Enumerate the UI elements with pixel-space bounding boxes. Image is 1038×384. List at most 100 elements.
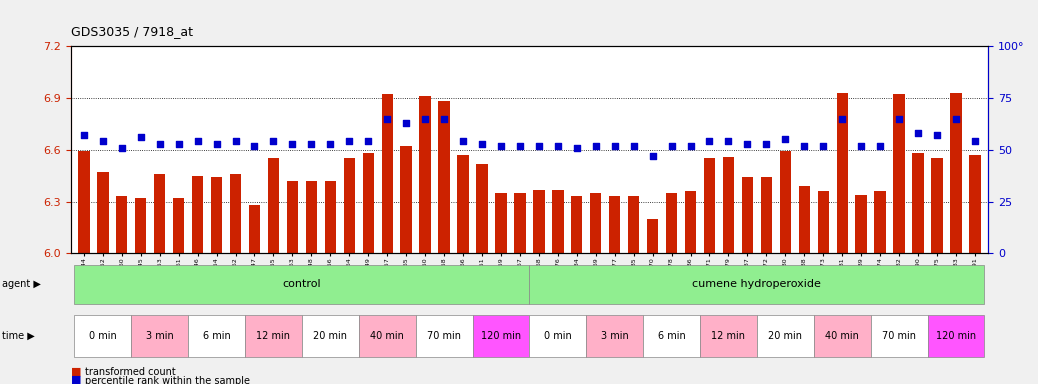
Bar — [609, 197, 621, 253]
Text: 12 min: 12 min — [256, 331, 291, 341]
Point — [645, 153, 661, 159]
Bar — [495, 193, 507, 253]
Point — [209, 141, 225, 147]
Bar — [666, 193, 677, 253]
Bar — [644, 315, 700, 357]
Point — [625, 142, 641, 149]
Text: 0 min: 0 min — [89, 331, 116, 341]
Point — [872, 142, 889, 149]
Bar — [685, 191, 696, 253]
Point — [796, 142, 813, 149]
Point — [891, 116, 907, 122]
Point — [758, 141, 774, 147]
Text: 40 min: 40 min — [371, 331, 404, 341]
Bar — [761, 177, 772, 253]
Bar — [742, 177, 754, 253]
Point — [379, 116, 395, 122]
Bar — [75, 265, 529, 303]
Bar — [211, 177, 222, 253]
Text: cumene hydroperoxide: cumene hydroperoxide — [692, 279, 821, 289]
Bar — [476, 164, 488, 253]
Bar — [305, 181, 317, 253]
Bar — [818, 191, 829, 253]
Bar — [268, 159, 279, 253]
Point — [682, 142, 699, 149]
Point — [133, 134, 149, 141]
Bar — [78, 152, 89, 253]
Text: 20 min: 20 min — [768, 331, 802, 341]
Point — [340, 138, 357, 144]
Point — [909, 130, 926, 136]
Bar — [359, 315, 415, 357]
Point — [966, 138, 983, 144]
Point — [702, 138, 718, 144]
Point — [512, 142, 528, 149]
Point — [948, 116, 964, 122]
Bar — [529, 315, 586, 357]
Bar — [837, 93, 848, 253]
Bar — [325, 181, 336, 253]
Bar — [458, 155, 469, 253]
Bar — [135, 198, 146, 253]
Bar — [912, 153, 924, 253]
Bar — [419, 96, 431, 253]
Bar — [950, 93, 961, 253]
Bar — [116, 197, 128, 253]
Text: control: control — [282, 279, 321, 289]
Point — [777, 136, 794, 142]
Bar — [798, 186, 810, 253]
Text: 6 min: 6 min — [658, 331, 685, 341]
Bar — [75, 315, 131, 357]
Point — [322, 141, 338, 147]
Point — [94, 138, 111, 144]
Bar — [401, 146, 412, 253]
Text: percentile rank within the sample: percentile rank within the sample — [85, 376, 250, 384]
Text: GDS3035 / 7918_at: GDS3035 / 7918_at — [71, 25, 193, 38]
Bar — [192, 176, 203, 253]
Text: 120 min: 120 min — [936, 331, 976, 341]
Bar — [302, 315, 359, 357]
Bar — [590, 193, 601, 253]
Point — [189, 138, 206, 144]
Bar — [154, 174, 165, 253]
Point — [569, 145, 585, 151]
Text: 120 min: 120 min — [481, 331, 521, 341]
Point — [265, 138, 281, 144]
Text: ■: ■ — [71, 366, 81, 376]
Text: agent ▶: agent ▶ — [2, 279, 40, 289]
Bar — [534, 190, 545, 253]
Point — [815, 142, 831, 149]
Bar — [438, 101, 449, 253]
Bar — [415, 315, 472, 357]
Point — [436, 116, 453, 122]
Text: time ▶: time ▶ — [2, 331, 35, 341]
Point — [588, 142, 604, 149]
Bar — [249, 205, 261, 253]
Bar — [780, 152, 791, 253]
Text: 40 min: 40 min — [825, 331, 859, 341]
Bar — [855, 195, 867, 253]
Text: 3 min: 3 min — [145, 331, 173, 341]
Bar — [874, 191, 885, 253]
Point — [246, 142, 263, 149]
Point — [360, 138, 377, 144]
Bar — [871, 315, 928, 357]
Bar — [552, 190, 564, 253]
Point — [455, 138, 471, 144]
Bar — [472, 315, 529, 357]
Bar — [586, 315, 644, 357]
Point — [303, 141, 320, 147]
Point — [606, 142, 623, 149]
Point — [663, 142, 680, 149]
Text: transformed count: transformed count — [85, 367, 175, 377]
Point — [739, 141, 756, 147]
Text: 20 min: 20 min — [313, 331, 348, 341]
Text: ■: ■ — [71, 375, 81, 384]
Bar — [647, 219, 658, 253]
Text: 70 min: 70 min — [882, 331, 917, 341]
Point — [170, 141, 187, 147]
Point — [530, 142, 547, 149]
Bar — [286, 181, 298, 253]
Point — [853, 142, 870, 149]
Bar — [757, 315, 814, 357]
